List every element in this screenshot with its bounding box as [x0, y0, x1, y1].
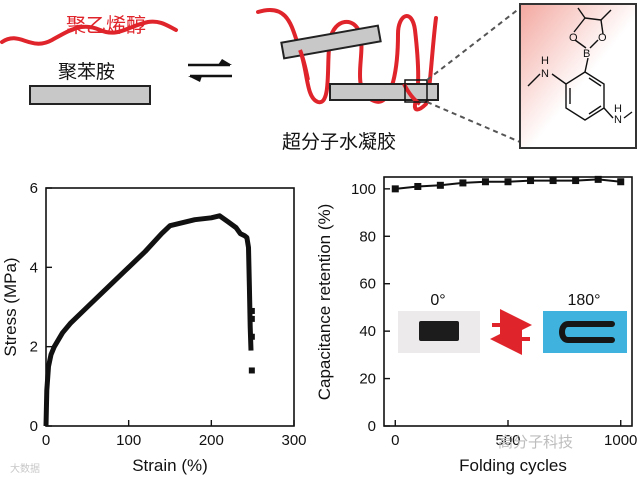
x-tick-label: 100: [116, 432, 141, 449]
watermark-right: 高分子科技: [498, 433, 573, 451]
equilibrium-arrows: [188, 59, 232, 82]
x-tick-label: 1000: [604, 432, 637, 449]
atom-h2: H: [614, 103, 622, 115]
y-tick-label: 6: [30, 180, 38, 197]
hydrogel-rod-1: [280, 24, 382, 60]
stress-strain-chart: 0 100 200 300 0 2 4 6 Strain (%) Stress (MPa): [1, 180, 307, 475]
pani-rod: [29, 85, 151, 105]
y-tick-label: 0: [30, 418, 38, 435]
atom-h1: H: [541, 55, 549, 67]
atom-o1: O: [569, 32, 578, 44]
y-axis-label: Stress (MPa): [1, 257, 20, 356]
x-tick-label: 0: [42, 432, 50, 449]
y-tick-label: 20: [359, 371, 376, 388]
photo-label-left: 0°: [430, 292, 445, 309]
retention-point: [459, 179, 467, 187]
folding-photos: 0° 180°: [398, 292, 627, 355]
atom-o2: O: [598, 32, 607, 44]
pva-chain: [0, 19, 178, 46]
retention-point: [617, 178, 625, 186]
retention-point: [527, 177, 535, 185]
y-tick-label: 60: [359, 276, 376, 293]
folded-device: [559, 321, 615, 343]
atom-b: B: [583, 48, 590, 60]
retention-point: [504, 178, 512, 186]
zoom-box: [404, 79, 428, 103]
retention-chart: 0 500 1000 0 20 40 60 80 100 0° 180° Folding cy…: [315, 175, 637, 475]
atom-n2: N: [614, 114, 622, 126]
atom-n1: N: [541, 68, 549, 80]
pva-label: 聚乙烯醇: [66, 13, 146, 37]
retention-point: [549, 177, 557, 185]
y-tick-label: 80: [359, 228, 376, 245]
hydrogel-label: 超分子水凝胶: [282, 131, 396, 153]
hydrogel-rod-2: [329, 83, 439, 101]
photo-label-right: 180°: [567, 292, 600, 309]
x-axis-label: Strain (%): [132, 456, 208, 475]
retention-point: [414, 182, 422, 190]
x-tick-label: 0: [391, 432, 399, 449]
stress-curve: [43, 213, 254, 427]
schematic: 聚乙烯醇 聚苯胺 超分子水凝胶: [0, 3, 637, 153]
x-tick-label: 500: [495, 432, 520, 449]
fracture-point: [248, 315, 255, 322]
y-tick-label: 40: [359, 323, 376, 340]
folded-photo: [543, 311, 627, 353]
reversible-red-arrows: [490, 309, 532, 355]
x-tick-label: 200: [199, 432, 224, 449]
x-axis-label: Folding cycles: [459, 456, 567, 475]
x-tick-label: 300: [281, 432, 306, 449]
retention-point: [594, 175, 602, 183]
retention-point: [481, 178, 489, 186]
fracture-point: [248, 367, 255, 374]
retention-point: [572, 177, 580, 185]
flat-device: [419, 321, 459, 341]
plot-frame: [45, 187, 295, 427]
y-tick-label: 4: [30, 259, 38, 276]
fracture-point: [248, 333, 255, 340]
retention-point: [391, 185, 399, 193]
fracture-point: [248, 307, 255, 314]
y-tick-label: 0: [368, 418, 376, 435]
y-tick-label: 2: [30, 339, 38, 356]
y-tick-label: 100: [351, 181, 376, 198]
molecule-inset: O O B H N H N: [519, 3, 637, 149]
y-axis-label: Capacitance retention (%): [315, 204, 334, 401]
watermark-left: 大数据: [10, 462, 40, 475]
retention-point: [436, 181, 444, 189]
pani-label: 聚苯胺: [58, 61, 115, 83]
